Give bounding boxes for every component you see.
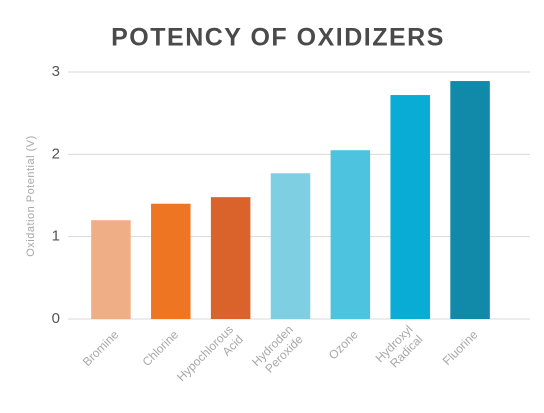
y-tick-label: 1 xyxy=(52,228,60,245)
bar xyxy=(330,150,371,319)
bar xyxy=(151,203,191,319)
x-tick-label: HydrodenPeroxide xyxy=(249,322,306,379)
x-tick-label: HypochlorousAcid xyxy=(174,323,246,395)
bar xyxy=(390,95,430,319)
y-tick-label: 0 xyxy=(52,310,60,327)
chart-title: POTENCY OF OXIDIZERS xyxy=(111,24,445,52)
x-tick-label: HydroxylRadical xyxy=(373,323,426,376)
y-tick-label: 2 xyxy=(52,145,60,162)
x-tick-label: Bromine xyxy=(80,327,122,369)
y-axis-label: Oxidation Potential (V) xyxy=(25,135,37,257)
bar xyxy=(91,220,131,319)
y-tick-label: 3 xyxy=(52,63,60,80)
bar xyxy=(270,173,311,319)
bar xyxy=(210,197,251,319)
x-tick-label: Fluorine xyxy=(440,327,481,368)
x-tick-label: Ozone xyxy=(326,327,361,362)
x-tick-label: Chlorine xyxy=(140,327,182,369)
bar xyxy=(450,81,490,319)
